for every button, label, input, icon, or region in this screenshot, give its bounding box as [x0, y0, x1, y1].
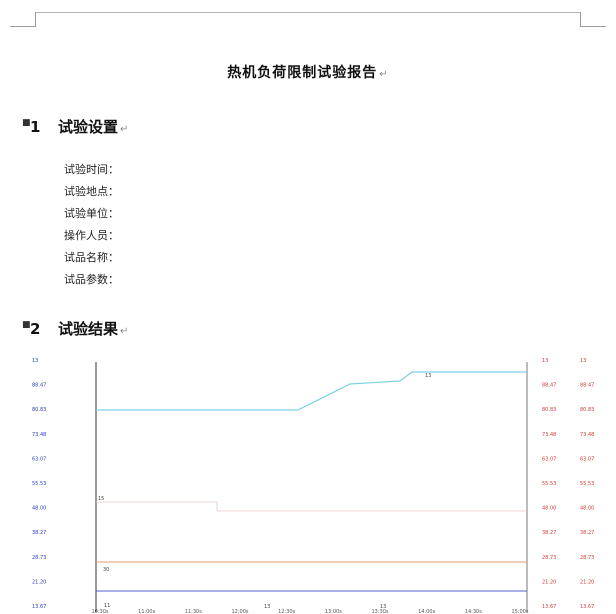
crop-mark-top-left [10, 12, 36, 27]
chart-annotation: 13 [264, 604, 270, 610]
field-test-time: 试验时间： [64, 163, 119, 176]
results-chart-svg: 13 88.47 80.83 73.48 63.07 55.53 48.00 38.27 28.… [32, 358, 594, 614]
report-title-text: 热机负荷限制试验报告 [227, 65, 378, 81]
x-tick-label: 10:30s [91, 609, 108, 614]
y-tick-label-left: 21.20 [32, 579, 46, 585]
y-tick-label-right: 13 [542, 358, 548, 364]
x-tick-label: 14:00s [418, 609, 435, 614]
chart-annotation: 13 [425, 373, 431, 379]
y-tick-label-right: 38.27 [542, 530, 556, 536]
x-tick-label: 12:00s [231, 609, 248, 614]
crop-mark-top-right [580, 12, 606, 27]
paragraph-mark-icon: ↵ [379, 69, 389, 80]
paragraph-mark-icon: ↵ [120, 326, 129, 337]
chart-annotation: 15 [98, 496, 104, 502]
y-tick-label-left: 13.67 [32, 604, 46, 610]
y-tick-label-right: 73.48 [542, 432, 556, 438]
y-tick-label-right-outer: 63.07 [580, 456, 594, 462]
field-test-unit: 试验单位： [64, 207, 119, 220]
x-tick-label: 12:30s [278, 609, 295, 614]
y-tick-label-left: 55.53 [32, 481, 46, 487]
section-heading-settings: ■ 1 试验设置 ↵ [22, 116, 129, 137]
bullet-icon: ■ [22, 118, 31, 128]
y-tick-label-right: 80.83 [542, 407, 556, 413]
field-sample-params: 试品参数： [64, 273, 119, 286]
y-tick-label-right: 28.73 [542, 555, 556, 561]
y-tick-label-right: 63.07 [542, 456, 556, 462]
field-operator: 操作人员： [64, 229, 119, 242]
section-title: 试验结果 [58, 320, 119, 338]
y-tick-label-right-outer: 48.00 [580, 506, 594, 512]
chart-annotation: 13 [380, 604, 386, 610]
y-tick-label-right-outer: 73.48 [580, 432, 594, 438]
y-tick-label-right-outer: 55.53 [580, 481, 594, 487]
y-tick-label-left: 63.07 [32, 456, 46, 462]
y-tick-label-right: 13.67 [542, 604, 556, 610]
y-tick-label-left: 73.48 [32, 432, 46, 438]
x-tick-label: 13:00s [325, 609, 342, 614]
y-tick-label-right: 21.20 [542, 579, 556, 585]
y-tick-label-right-outer: 80.83 [580, 407, 594, 413]
x-tick-label: 14:30s [465, 609, 482, 614]
y-tick-label-right-outer: 21.20 [580, 579, 594, 585]
results-chart: 13 88.47 80.83 73.48 63.07 55.53 48.00 38.27 28.… [20, 350, 612, 614]
section-title: 试验设置 [58, 118, 119, 136]
y-tick-label-right-outer: 28.73 [580, 555, 594, 561]
chart-annotation: 11 [104, 603, 110, 609]
section-number: 1 [30, 118, 41, 136]
x-tick-label: 15:00s [511, 609, 528, 614]
field-test-location: 试验地点： [64, 185, 119, 198]
section-heading-results: ■ 2 试验结果 ↵ [22, 318, 129, 339]
x-tick-label: 11:30s [185, 609, 202, 614]
y-tick-label-right-outer: 13.67 [580, 604, 594, 610]
y-tick-label-right: 88.47 [542, 383, 556, 389]
field-sample-name: 试品名称： [64, 251, 119, 264]
y-tick-label-right-outer: 38.27 [580, 530, 594, 536]
y-tick-label-right-outer: 13 [580, 358, 586, 364]
y-tick-label-left: 88.47 [32, 383, 46, 389]
y-tick-label-left: 28.73 [32, 555, 46, 561]
y-tick-label-left: 80.83 [32, 407, 46, 413]
series-cyan-line [96, 371, 527, 411]
section-number: 2 [30, 320, 41, 338]
chart-annotation: 30 [103, 567, 109, 573]
y-tick-label-right: 55.53 [542, 481, 556, 487]
page-top-border [36, 12, 580, 13]
y-tick-label-left: 13 [32, 358, 38, 364]
series-pink-line [96, 501, 527, 512]
paragraph-mark-icon: ↵ [120, 124, 129, 135]
x-tick-label: 13:30s [371, 609, 388, 614]
report-title: 热机负荷限制试验报告 ↵ [0, 62, 616, 82]
bullet-icon: ■ [22, 320, 31, 330]
x-tick-label: 11:00s [138, 609, 155, 614]
y-tick-label-left: 38.27 [32, 530, 46, 536]
y-tick-label-right-outer: 88.47 [580, 383, 594, 389]
y-tick-label-right: 48.00 [542, 506, 556, 512]
y-tick-label-left: 48.00 [32, 506, 46, 512]
